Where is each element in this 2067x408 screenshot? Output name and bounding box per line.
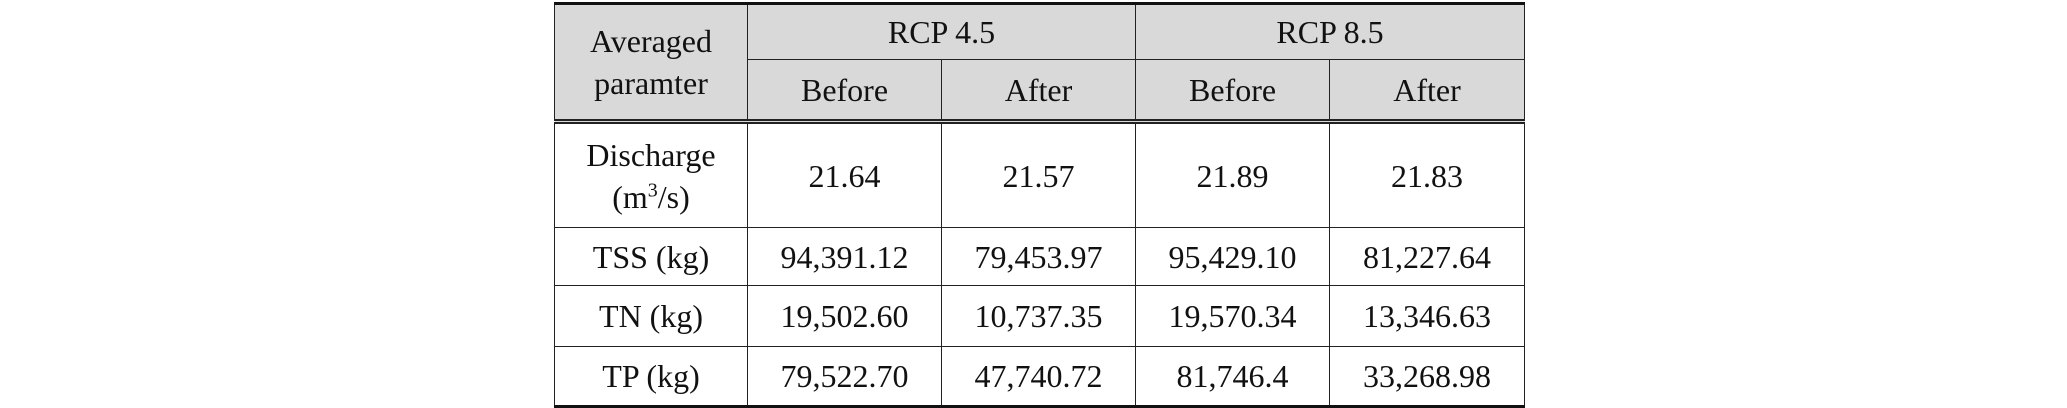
sub-header: Before	[1135, 59, 1331, 124]
group-header: RCP 4.5	[746, 2, 1137, 60]
row-label: TSS (kg)	[554, 227, 748, 286]
value-cell: 79,453.97	[940, 227, 1137, 286]
unit-text: (m	[612, 178, 648, 215]
value-cell: 21.64	[747, 121, 942, 228]
data-table: Averaged paramter RCP 4.5 RCP 8.5 Before…	[554, 2, 1526, 408]
row-label: TP (kg)	[554, 346, 748, 408]
value-cell: 81,746.4	[1135, 346, 1331, 408]
header-text: paramter	[594, 65, 708, 101]
value-cell: 21.89	[1135, 121, 1331, 228]
value-cell: 33,268.98	[1329, 346, 1526, 408]
sub-header: After	[1329, 59, 1526, 124]
value-cell: 13,346.63	[1329, 285, 1526, 347]
value-cell: 79,522.70	[747, 346, 942, 408]
table-row: TP (kg) 79,522.70 47,740.72 81,746.4 33,268.…	[554, 346, 1526, 408]
table-row: TSS (kg) 94,391.12 79,453.97 95,429.10 81,22…	[554, 227, 1526, 286]
value-cell: 21.57	[940, 121, 1137, 228]
param-header: Averaged paramter	[554, 2, 748, 124]
group-header: RCP 8.5	[1135, 2, 1526, 60]
table-row: Discharge (m3/s) 21.64 21.57 21.89 21.83	[554, 121, 1526, 228]
row-label: TN (kg)	[554, 285, 748, 347]
sub-header: After	[940, 59, 1137, 124]
label-text: Discharge	[586, 136, 716, 173]
value-cell: 81,227.64	[1329, 227, 1526, 286]
value-cell: 19,570.34	[1135, 285, 1331, 347]
value-cell: 19,502.60	[747, 285, 942, 347]
label-text: TN (kg)	[599, 298, 703, 334]
header-text: Averaged	[590, 23, 712, 59]
row-label: Discharge (m3/s)	[554, 121, 748, 228]
table-body: Discharge (m3/s) 21.64 21.57 21.89 21.83 TSS (…	[554, 121, 1526, 408]
label-text: TP (kg)	[602, 358, 700, 394]
value-cell: 10,737.35	[940, 285, 1137, 347]
value-cell: 47,740.72	[940, 346, 1137, 408]
sub-header: Before	[747, 59, 942, 124]
value-cell: 21.83	[1329, 121, 1526, 228]
value-cell: 95,429.10	[1135, 227, 1331, 286]
table-row: TN (kg) 19,502.60 10,737.35 19,570.34 13,346…	[554, 285, 1526, 347]
label-text: TSS (kg)	[592, 238, 710, 275]
unit-text: /s)	[657, 178, 690, 215]
value-cell: 94,391.12	[747, 227, 942, 286]
unit-sup: 3	[647, 178, 658, 201]
